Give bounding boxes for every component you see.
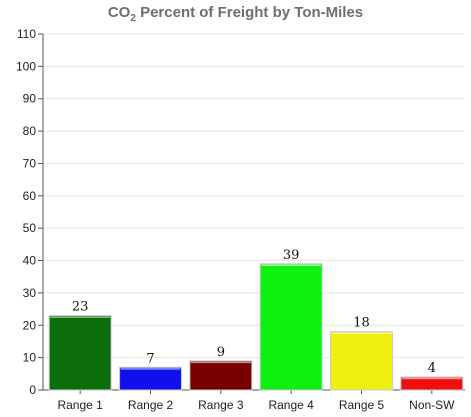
data-label: 7 <box>146 351 154 366</box>
y-tick-label: 90 <box>23 92 37 106</box>
x-tick-label: Range 3 <box>198 398 244 412</box>
bar <box>330 331 393 391</box>
y-tick-label: 60 <box>23 189 37 203</box>
x-tick-label: Range 4 <box>268 398 314 412</box>
data-label: 23 <box>72 300 89 315</box>
y-tick-label: 110 <box>17 27 36 41</box>
y-tick-label: 100 <box>16 59 36 73</box>
x-tick-label: Range 5 <box>339 398 385 412</box>
data-label: 4 <box>428 361 436 376</box>
bars <box>48 263 464 391</box>
bar <box>400 376 464 391</box>
data-label: 18 <box>353 316 370 331</box>
chart-title-prefix: CO <box>107 4 131 21</box>
axes: 0 10 20 30 40 50 60 70 80 90 100 110 <box>16 27 465 397</box>
gridlines <box>43 33 465 359</box>
bar <box>119 366 182 391</box>
y-tick-label: 50 <box>23 221 37 235</box>
y-tick-label: 20 <box>23 318 37 332</box>
data-label: 9 <box>217 345 225 360</box>
y-tick-label: 40 <box>23 254 37 268</box>
y-tick-label: 80 <box>23 124 37 138</box>
y-tick-label: 10 <box>23 351 37 365</box>
bar <box>259 263 323 391</box>
data-label: 39 <box>283 248 300 263</box>
y-tick-label: 70 <box>23 156 37 170</box>
bar <box>48 315 112 391</box>
x-tick-label: Range 2 <box>128 398 174 412</box>
y-tick-label: 30 <box>23 286 37 300</box>
chart-title: CO2 Percent of Freight by Ton-Miles <box>0 4 471 24</box>
y-tick-label: 0 <box>29 383 36 397</box>
labels: 23 Range 1 7 Range 2 9 Range 3 39 Range 4 18 Rang… <box>57 248 455 412</box>
chart-title-subscript: 2 <box>130 13 136 24</box>
bar <box>189 360 253 391</box>
chart-title-suffix: Percent of Freight by Ton-Miles <box>135 4 364 21</box>
x-tick-label: Non-SW <box>409 398 455 412</box>
x-tick-label: Range 1 <box>57 398 103 412</box>
